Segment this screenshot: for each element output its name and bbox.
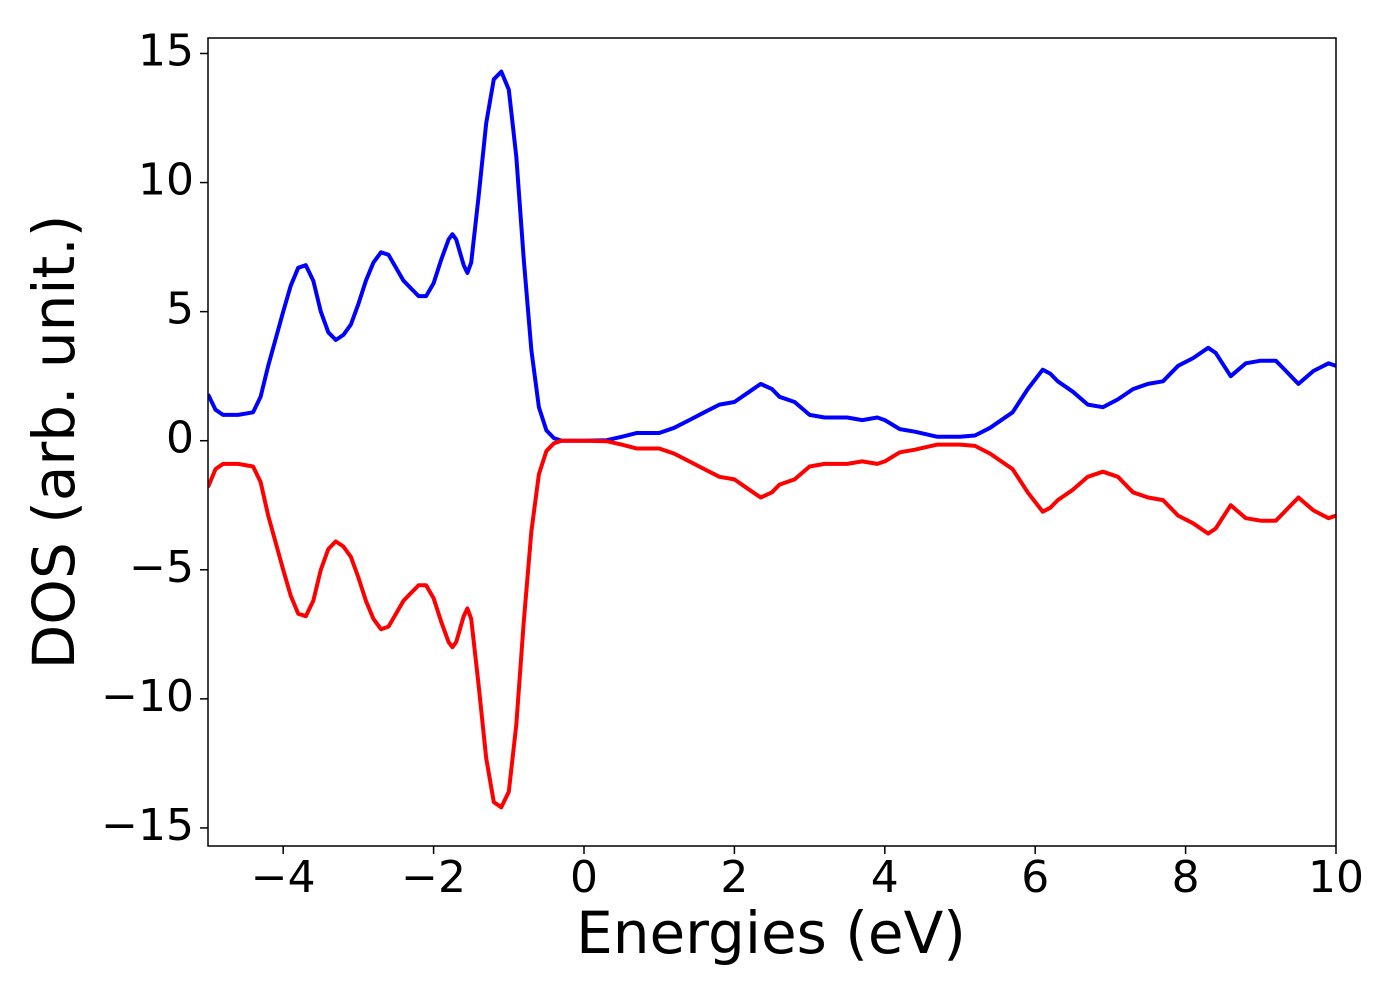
y-tick-label: 10 [138, 155, 194, 206]
plot-frame [207, 37, 1337, 847]
y-tick-label: −10 [101, 671, 194, 722]
x-tick-label: −4 [251, 852, 316, 903]
x-tick-label: 10 [1308, 852, 1364, 903]
x-tick-label: 0 [570, 852, 598, 903]
x-tick-label: 4 [871, 852, 899, 903]
y-tick-label: 0 [166, 413, 194, 464]
x-tick-label: −2 [401, 852, 466, 903]
y-tick-label: −5 [129, 542, 194, 593]
data-line [208, 69, 1336, 443]
y-tick-label: 5 [166, 284, 194, 335]
y-tick-label: −15 [101, 800, 194, 851]
data-line [208, 438, 1336, 810]
y-tick-label: 15 [138, 25, 194, 76]
x-tick-label: 6 [1021, 852, 1049, 903]
x-tick-label: 2 [720, 852, 748, 903]
y-axis-label: DOS (arb. unit.) [20, 215, 88, 670]
x-axis-label: Energies (eV) [576, 899, 966, 967]
x-tick-label: 8 [1172, 852, 1200, 903]
